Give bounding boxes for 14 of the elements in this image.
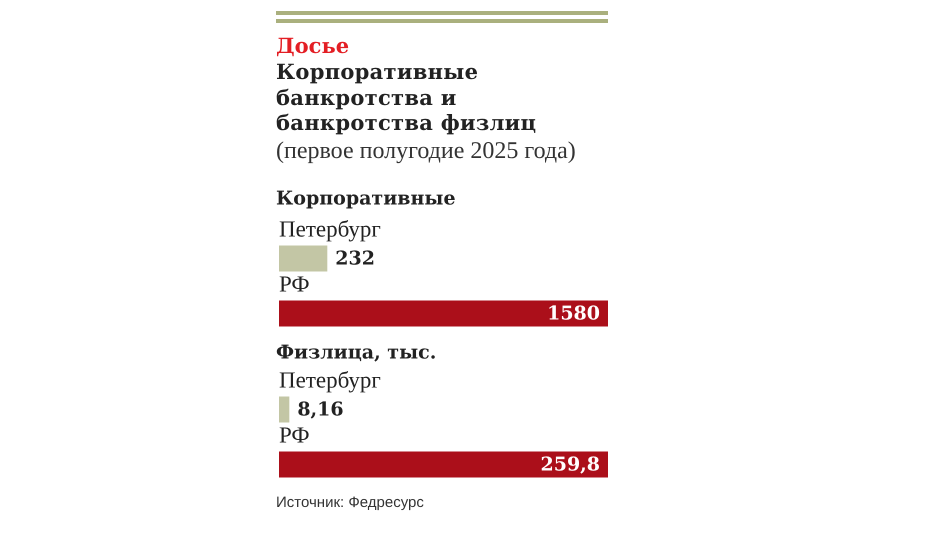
data-label: 1580 (547, 302, 600, 324)
chart-title: Корпоративные (276, 188, 456, 210)
text: Источник: Федресурс (276, 494, 424, 511)
data-label: 8,16 (297, 398, 344, 420)
y-tick-label: РФ (279, 272, 310, 296)
y-tick-label: РФ (279, 422, 310, 448)
chart-title: Физлица, тыс. (276, 342, 436, 364)
data-label: 232 (335, 248, 375, 270)
text: Досье (276, 33, 350, 59)
y-tick-label: Петербург (279, 368, 381, 392)
text: Корпоративные банкротства и банкротства физлиц (276, 59, 538, 136)
y-tick-label: Петербург (279, 216, 381, 242)
data-label: 259,8 (540, 454, 600, 476)
text: (первое полугодие 2025 года) (276, 136, 577, 164)
